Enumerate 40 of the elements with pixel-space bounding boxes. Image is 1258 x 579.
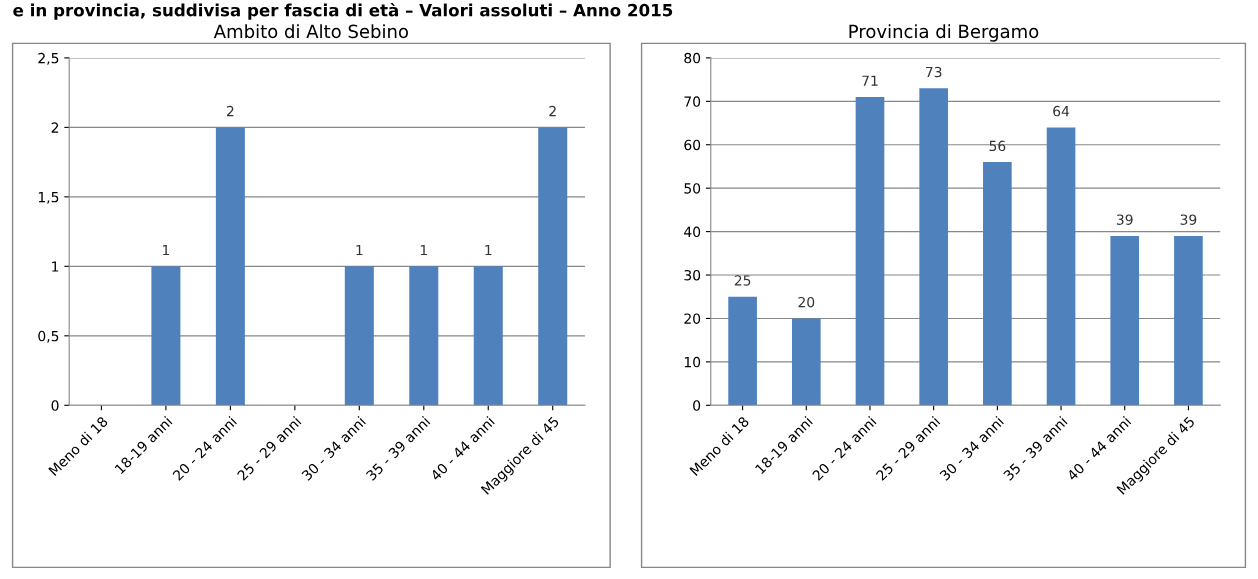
y-tick-label: 0 (693, 400, 701, 411)
data-label: 1 (485, 244, 492, 256)
bar (983, 162, 1012, 406)
data-label: 56 (989, 140, 1006, 152)
y-tick-label: 20 (684, 313, 701, 324)
data-label: 1 (420, 244, 427, 256)
chart-title: Provincia di Bergamo (849, 24, 1039, 42)
y-tick-label: 0,5 (38, 330, 59, 343)
data-label: 1 (356, 244, 363, 256)
data-label: 20 (798, 296, 815, 308)
data-label: 39 (1116, 214, 1133, 225)
y-tick-label: 70 (684, 96, 701, 107)
bar (1110, 235, 1140, 406)
data-label: 2 (549, 105, 556, 117)
y-tick-label: 2 (51, 122, 59, 133)
data-label: 25 (734, 275, 751, 286)
bar (855, 96, 885, 406)
y-tick-label: 30 (684, 269, 701, 281)
y-tick-label: 40 (684, 226, 701, 238)
chart-title: Ambito di Alto Sebino (213, 24, 408, 39)
y-tick-label: 50 (684, 183, 701, 194)
data-label: 73 (925, 66, 942, 78)
data-label: 1 (163, 244, 170, 256)
y-tick-label: 80 (684, 52, 701, 64)
bar (1046, 127, 1076, 406)
y-tick-label: 10 (684, 356, 701, 368)
data-label: 2 (226, 105, 234, 117)
y-tick-label: 0 (51, 400, 59, 411)
data-label: 64 (1053, 105, 1070, 117)
data-label: 71 (862, 75, 878, 86)
bar (919, 88, 948, 406)
bar (1174, 235, 1203, 406)
y-tick-label: 1,5 (38, 192, 59, 204)
bar (728, 296, 757, 406)
text: e in provincia, suddivisa per fascia di età – Valori assoluti – Anno 2015 (13, 2, 673, 20)
y-tick-label: 2,5 (38, 52, 59, 65)
bar (791, 318, 821, 406)
y-tick-label: 60 (684, 139, 701, 151)
data-label: 39 (1180, 214, 1197, 225)
y-tick-label: 1 (52, 261, 59, 272)
